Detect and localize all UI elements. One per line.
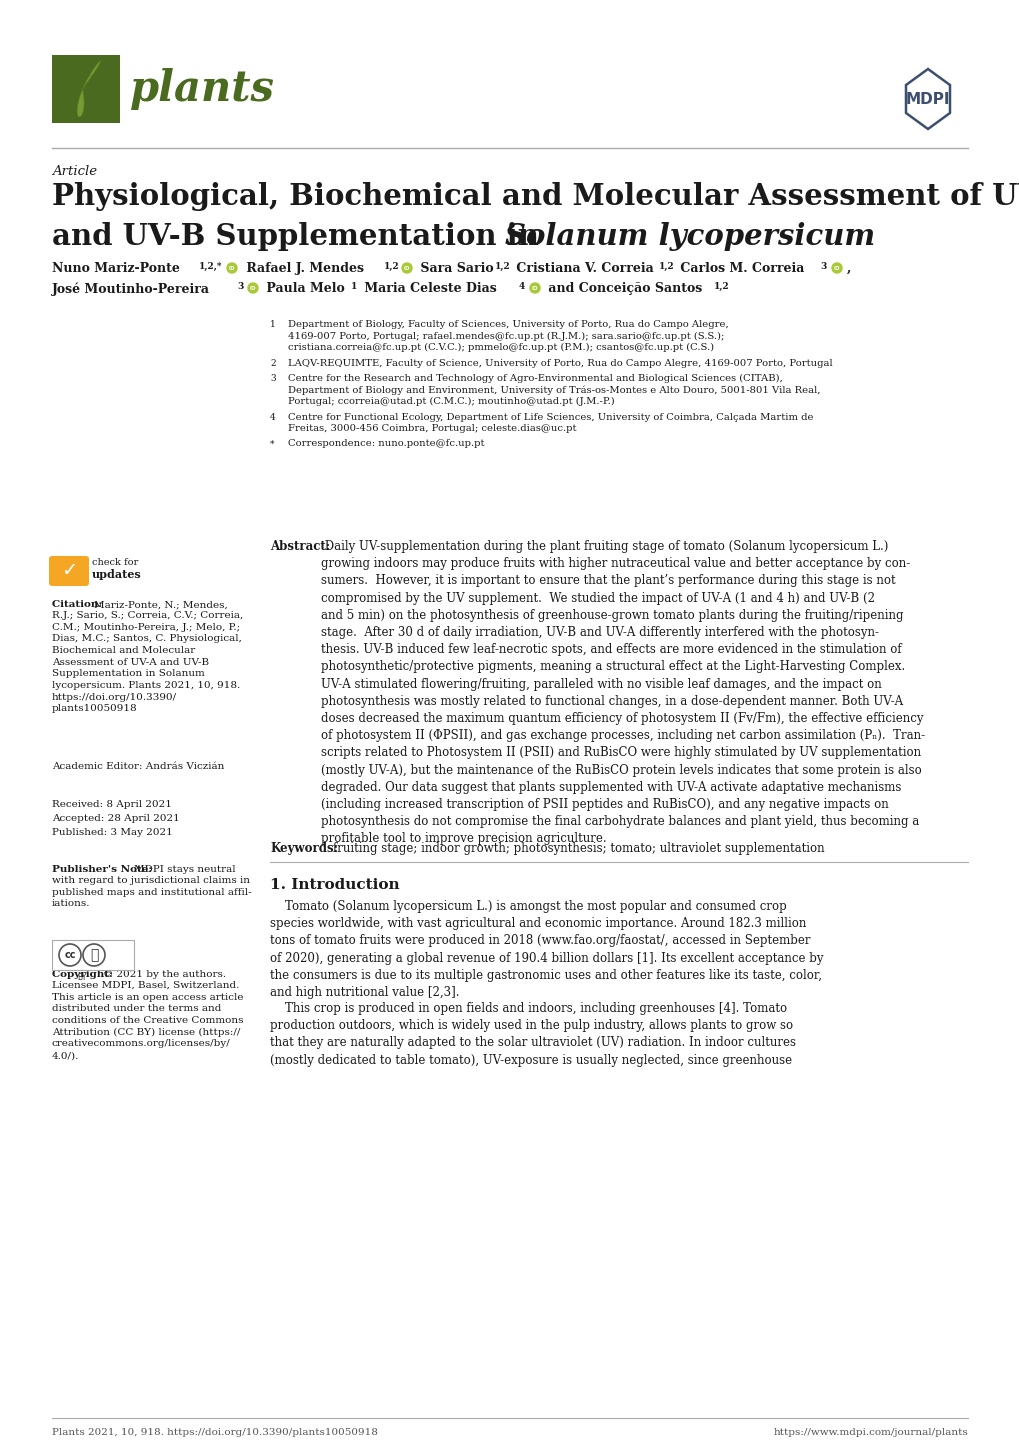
Text: This crop is produced in open fields and indoors, including greenhouses [4]. Tom: This crop is produced in open fields and… bbox=[270, 1002, 795, 1067]
Text: Freitas, 3000-456 Coimbra, Portugal; celeste.dias@uc.pt: Freitas, 3000-456 Coimbra, Portugal; cel… bbox=[287, 424, 576, 433]
Text: 3: 3 bbox=[236, 283, 244, 291]
Text: Department of Biology, Faculty of Sciences, University of Porto, Rua do Campo Al: Department of Biology, Faculty of Scienc… bbox=[287, 320, 728, 329]
Text: Mariz-Ponte, N.; Mendes,: Mariz-Ponte, N.; Mendes, bbox=[94, 600, 227, 609]
Text: 1,2: 1,2 bbox=[383, 262, 399, 271]
Circle shape bbox=[83, 945, 105, 966]
Text: with regard to jurisdictional claims in
published maps and institutional affil-
: with regard to jurisdictional claims in … bbox=[52, 875, 252, 908]
Text: ,: , bbox=[846, 262, 851, 275]
Text: 4169-007 Porto, Portugal; rafael.mendes@fc.up.pt (R.J.M.); sara.sario@fc.up.pt (: 4169-007 Porto, Portugal; rafael.mendes@… bbox=[287, 332, 723, 340]
Text: Accepted: 28 April 2021: Accepted: 28 April 2021 bbox=[52, 813, 179, 823]
Text: check for: check for bbox=[92, 558, 139, 567]
FancyBboxPatch shape bbox=[52, 55, 120, 123]
Polygon shape bbox=[77, 61, 101, 117]
Text: 2: 2 bbox=[270, 359, 275, 368]
Text: Publisher's Note:: Publisher's Note: bbox=[52, 865, 156, 874]
Text: 3: 3 bbox=[270, 373, 275, 384]
Text: *: * bbox=[270, 440, 274, 448]
Text: Maria Celeste Dias: Maria Celeste Dias bbox=[360, 283, 500, 296]
Text: Centre for Functional Ecology, Department of Life Sciences, University of Coimbr: Centre for Functional Ecology, Departmen… bbox=[287, 412, 813, 421]
Text: Department of Biology and Environment, University of Trás-os-Montes e Alto Douro: Department of Biology and Environment, U… bbox=[287, 385, 819, 395]
Text: LAQV-REQUIMTE, Faculty of Science, University of Porto, Rua do Campo Alegre, 416: LAQV-REQUIMTE, Faculty of Science, Unive… bbox=[287, 359, 832, 368]
Text: Sara Sario: Sara Sario bbox=[416, 262, 497, 275]
Text: and Conceição Santos: and Conceição Santos bbox=[543, 283, 706, 296]
Text: Rafael J. Mendes: Rafael J. Mendes bbox=[242, 262, 368, 275]
Text: Nuno Mariz-Ponte: Nuno Mariz-Ponte bbox=[52, 262, 184, 275]
Text: Carlos M. Correia: Carlos M. Correia bbox=[676, 262, 808, 275]
Text: © 2021 by the authors.: © 2021 by the authors. bbox=[103, 970, 226, 979]
Text: José Moutinho-Pereira: José Moutinho-Pereira bbox=[52, 283, 214, 296]
Text: iD: iD bbox=[833, 265, 840, 271]
Circle shape bbox=[248, 283, 258, 293]
Text: Paula Melo: Paula Melo bbox=[262, 283, 348, 296]
Text: ⓑ: ⓑ bbox=[90, 947, 98, 962]
Text: Licensee MDPI, Basel, Switzerland.
This article is an open access article
distri: Licensee MDPI, Basel, Switzerland. This … bbox=[52, 981, 244, 1060]
Text: https://www.mdpi.com/journal/plants: https://www.mdpi.com/journal/plants bbox=[772, 1428, 967, 1438]
Text: Keywords:: Keywords: bbox=[270, 842, 337, 855]
Text: Plants 2021, 10, 918. https://doi.org/10.3390/plants10050918: Plants 2021, 10, 918. https://doi.org/10… bbox=[52, 1428, 377, 1438]
Text: 1,2: 1,2 bbox=[494, 262, 511, 271]
Text: 3: 3 bbox=[819, 262, 825, 271]
Text: 1: 1 bbox=[351, 283, 357, 291]
Text: cc: cc bbox=[64, 950, 75, 960]
Text: Daily UV-supplementation during the plant fruiting stage of tomato (​Solanum lyc: Daily UV-supplementation during the plan… bbox=[321, 539, 924, 845]
Text: Cristiana V. Correia: Cristiana V. Correia bbox=[512, 262, 657, 275]
Text: Article: Article bbox=[52, 164, 97, 177]
Text: MDPI: MDPI bbox=[905, 91, 950, 107]
Text: 4: 4 bbox=[270, 412, 275, 421]
Text: updates: updates bbox=[92, 570, 142, 580]
Text: Copyright:: Copyright: bbox=[52, 970, 116, 979]
Text: Abstract:: Abstract: bbox=[270, 539, 330, 552]
Circle shape bbox=[401, 262, 412, 273]
Text: Centre for the Research and Technology of Agro-Environmental and Biological Scie: Centre for the Research and Technology o… bbox=[287, 373, 783, 384]
Circle shape bbox=[530, 283, 539, 293]
Text: plants: plants bbox=[129, 68, 274, 110]
Text: Published: 3 May 2021: Published: 3 May 2021 bbox=[52, 828, 172, 836]
Text: Physiological, Biochemical and Molecular Assessment of UV-A: Physiological, Biochemical and Molecular… bbox=[52, 182, 1019, 211]
Text: 1: 1 bbox=[270, 320, 275, 329]
Circle shape bbox=[227, 262, 236, 273]
Text: iD: iD bbox=[250, 286, 256, 290]
FancyBboxPatch shape bbox=[52, 940, 133, 970]
Text: ✓: ✓ bbox=[61, 561, 77, 581]
Circle shape bbox=[59, 945, 81, 966]
Text: Citation:: Citation: bbox=[52, 600, 106, 609]
Text: 4: 4 bbox=[519, 283, 525, 291]
Text: iD: iD bbox=[228, 265, 235, 271]
Text: 1,2: 1,2 bbox=[658, 262, 675, 271]
Text: 1,2,*: 1,2,* bbox=[199, 262, 222, 271]
Text: Tomato (Solanum lycopersicum L.) is amongst the most popular and consumed crop
s: Tomato (Solanum lycopersicum L.) is amon… bbox=[270, 900, 822, 999]
Text: 1,2: 1,2 bbox=[713, 283, 729, 291]
Text: Portugal; ccorreia@utad.pt (C.M.C.); moutinho@utad.pt (J.M.-P.): Portugal; ccorreia@utad.pt (C.M.C.); mou… bbox=[287, 397, 614, 407]
Text: MDPI stays neutral: MDPI stays neutral bbox=[133, 865, 235, 874]
Text: Solanum lycopersicum: Solanum lycopersicum bbox=[504, 222, 874, 251]
Text: Correspondence: nuno.ponte@fc.up.pt: Correspondence: nuno.ponte@fc.up.pt bbox=[287, 440, 484, 448]
Circle shape bbox=[832, 262, 841, 273]
Text: cristiana.correia@fc.up.pt (C.V.C.); pmmelo@fc.up.pt (P.M.); csantos@fc.up.pt (C: cristiana.correia@fc.up.pt (C.V.C.); pmm… bbox=[287, 343, 713, 352]
Text: iD: iD bbox=[404, 265, 410, 271]
Text: BY: BY bbox=[77, 973, 87, 982]
FancyBboxPatch shape bbox=[49, 557, 89, 585]
Text: Received: 8 April 2021: Received: 8 April 2021 bbox=[52, 800, 172, 809]
Text: iD: iD bbox=[531, 286, 538, 290]
Text: 1. Introduction: 1. Introduction bbox=[270, 878, 399, 893]
Text: fruiting stage; indoor growth; photosynthesis; tomato; ultraviolet supplementati: fruiting stage; indoor growth; photosynt… bbox=[332, 842, 823, 855]
Text: Academic Editor: András Viczián: Academic Editor: András Viczián bbox=[52, 761, 224, 771]
Text: and UV-B Supplementation in: and UV-B Supplementation in bbox=[52, 222, 548, 251]
Text: R.J.; Sario, S.; Correia, C.V.; Correia,
C.M.; Moutinho-Pereira, J.; Melo, P.;
D: R.J.; Sario, S.; Correia, C.V.; Correia,… bbox=[52, 611, 243, 714]
